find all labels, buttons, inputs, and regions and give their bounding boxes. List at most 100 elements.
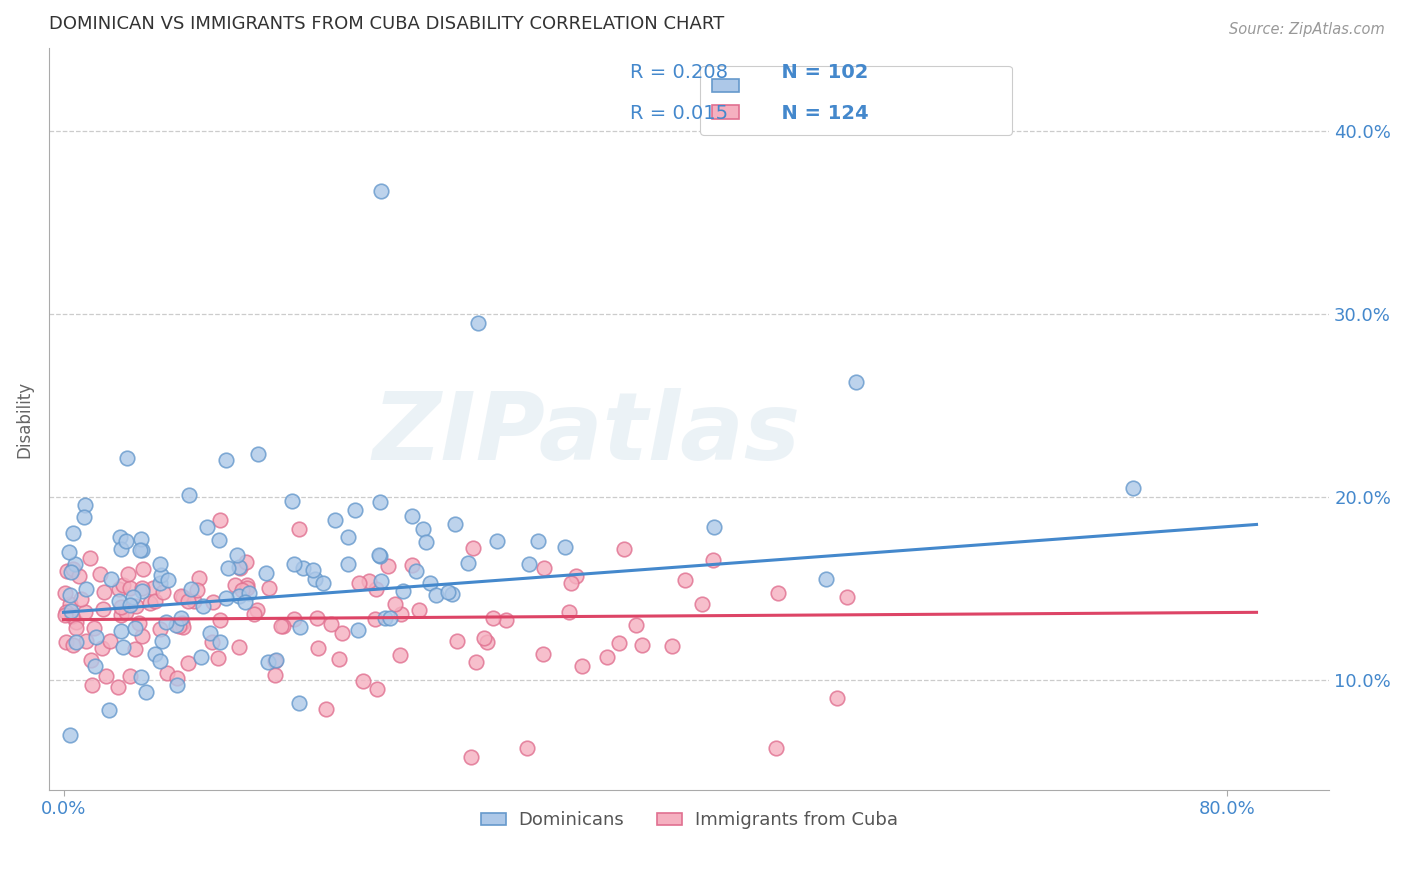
Point bbox=[183, 593, 205, 607]
Point bbox=[457, 556, 479, 570]
Point bbox=[152, 584, 174, 599]
Point bbox=[357, 574, 380, 589]
Point bbox=[150, 634, 173, 648]
Point bbox=[132, 562, 155, 576]
Point bbox=[307, 640, 329, 655]
Point bbox=[172, 619, 194, 633]
Point bbox=[177, 594, 200, 608]
Point bbox=[236, 581, 259, 595]
Point bbox=[366, 682, 388, 697]
Point bbox=[661, 639, 683, 653]
Point bbox=[120, 582, 142, 596]
Point bbox=[472, 631, 495, 645]
Text: ZIPatlas: ZIPatlas bbox=[373, 388, 801, 480]
Point bbox=[100, 572, 122, 586]
Point bbox=[115, 450, 138, 465]
Point bbox=[215, 591, 238, 605]
Point bbox=[405, 564, 427, 578]
Point bbox=[690, 597, 713, 611]
Point bbox=[560, 576, 582, 591]
Point bbox=[209, 613, 232, 627]
Point bbox=[139, 596, 162, 610]
Point bbox=[218, 560, 240, 574]
Point bbox=[304, 572, 326, 586]
Point bbox=[477, 635, 499, 649]
Point bbox=[177, 657, 200, 671]
Point bbox=[59, 728, 82, 742]
Point bbox=[412, 522, 434, 536]
Point bbox=[228, 561, 250, 575]
Point bbox=[292, 561, 315, 575]
Point bbox=[256, 655, 278, 669]
Point bbox=[63, 557, 86, 571]
Point bbox=[408, 602, 430, 616]
Point bbox=[59, 588, 82, 602]
Point bbox=[83, 658, 105, 673]
Point bbox=[328, 651, 350, 665]
Point bbox=[233, 594, 256, 608]
Point bbox=[188, 571, 211, 585]
Point bbox=[111, 640, 134, 655]
Point bbox=[108, 594, 131, 608]
Point bbox=[208, 533, 231, 548]
Point bbox=[124, 642, 146, 657]
Point bbox=[209, 512, 232, 526]
Point bbox=[209, 634, 232, 648]
Point bbox=[228, 590, 250, 604]
Point bbox=[516, 741, 538, 756]
Point bbox=[93, 584, 115, 599]
Point bbox=[243, 607, 266, 621]
Point bbox=[224, 578, 246, 592]
Point bbox=[673, 574, 696, 588]
Point bbox=[281, 494, 304, 508]
Point bbox=[110, 599, 132, 614]
Point bbox=[65, 621, 87, 635]
Point bbox=[377, 559, 399, 574]
Point bbox=[425, 588, 447, 602]
Point bbox=[330, 625, 353, 640]
Point bbox=[84, 630, 107, 644]
Point bbox=[607, 635, 630, 649]
Point bbox=[115, 534, 138, 549]
Point bbox=[62, 562, 84, 576]
Point bbox=[180, 582, 202, 596]
Point bbox=[384, 597, 406, 611]
Point bbox=[460, 750, 482, 764]
Point bbox=[122, 590, 145, 604]
Point bbox=[517, 558, 540, 572]
Point bbox=[305, 611, 328, 625]
Text: Source: ZipAtlas.com: Source: ZipAtlas.com bbox=[1229, 22, 1385, 37]
Point bbox=[110, 542, 132, 557]
Point bbox=[228, 640, 250, 654]
Point bbox=[364, 582, 387, 596]
Point bbox=[596, 650, 619, 665]
Point bbox=[198, 626, 221, 640]
Point bbox=[370, 184, 392, 198]
Point bbox=[495, 613, 517, 627]
Point bbox=[290, 620, 312, 634]
Text: R = 0.208: R = 0.208 bbox=[630, 63, 728, 82]
Point bbox=[58, 545, 80, 559]
Point bbox=[70, 591, 93, 606]
Point bbox=[155, 615, 177, 629]
Point bbox=[149, 655, 172, 669]
Point bbox=[110, 608, 132, 623]
Point bbox=[235, 555, 257, 569]
Point bbox=[165, 617, 187, 632]
Point bbox=[129, 543, 152, 558]
Point bbox=[343, 503, 366, 517]
Point bbox=[352, 674, 374, 689]
Point bbox=[143, 647, 166, 661]
Point bbox=[73, 498, 96, 512]
Point bbox=[142, 581, 165, 595]
Point bbox=[825, 690, 848, 705]
Point bbox=[703, 520, 725, 534]
Point bbox=[1122, 481, 1144, 495]
Point bbox=[75, 633, 97, 648]
Point bbox=[112, 578, 135, 592]
Point bbox=[201, 595, 224, 609]
Point bbox=[167, 619, 190, 633]
Point bbox=[131, 584, 153, 599]
Point bbox=[368, 495, 391, 509]
Point bbox=[554, 541, 576, 555]
